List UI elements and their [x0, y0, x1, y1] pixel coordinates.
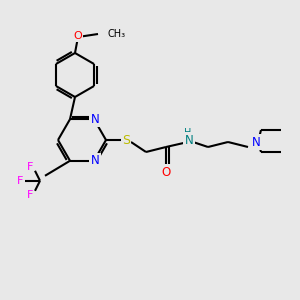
- Text: H: H: [184, 128, 192, 138]
- Text: O: O: [161, 166, 171, 178]
- Text: S: S: [122, 134, 130, 146]
- Text: N: N: [91, 154, 99, 167]
- Text: N: N: [252, 136, 260, 148]
- Text: CH₃: CH₃: [107, 29, 125, 39]
- Text: O: O: [74, 31, 82, 41]
- Text: F: F: [27, 162, 33, 172]
- Text: N: N: [91, 113, 99, 126]
- Text: F: F: [27, 190, 33, 200]
- Text: N: N: [184, 134, 194, 146]
- Text: F: F: [17, 176, 23, 186]
